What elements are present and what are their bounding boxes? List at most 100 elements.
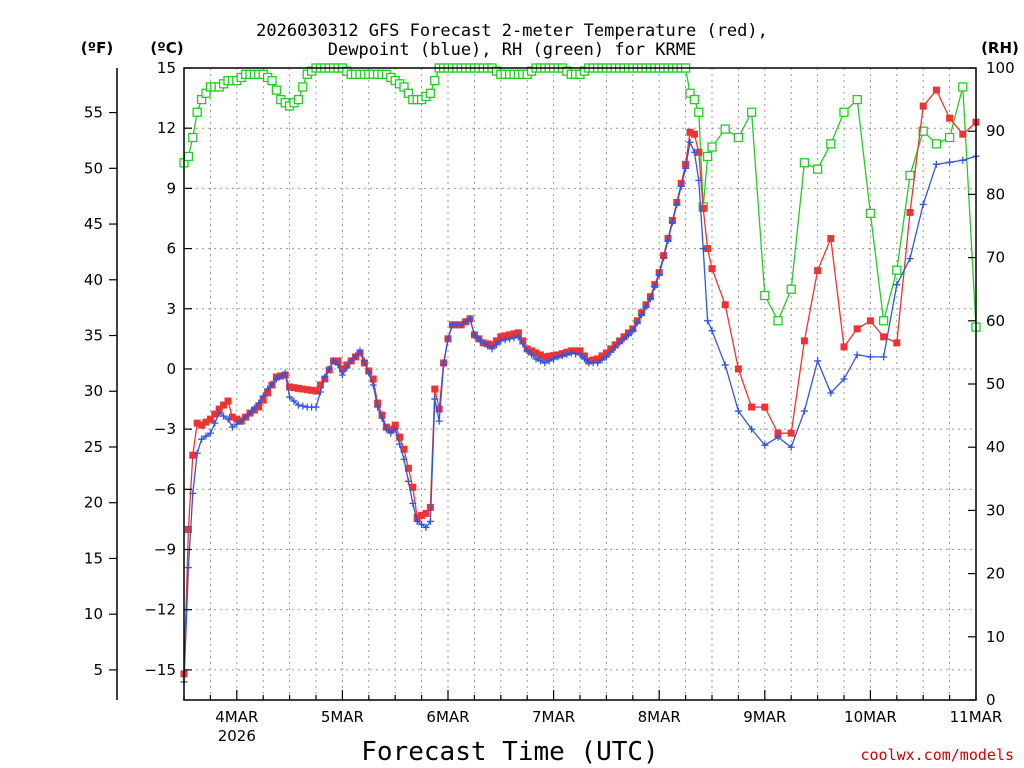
data-point <box>303 386 311 394</box>
data-point <box>708 265 716 273</box>
data-point <box>576 347 584 355</box>
data-point <box>682 160 690 168</box>
data-point <box>607 348 615 356</box>
data-point <box>827 235 835 243</box>
celsius-tick-label: −3 <box>154 420 176 438</box>
data-point <box>281 369 289 377</box>
data-point <box>800 407 808 415</box>
data-point <box>488 345 496 353</box>
x-year-label: 2026 <box>218 727 256 745</box>
data-point <box>228 413 236 421</box>
data-point <box>308 386 316 394</box>
data-point <box>356 347 364 355</box>
data-point <box>293 94 304 105</box>
data-point <box>598 356 606 364</box>
rh-tick-label: 70 <box>986 249 1005 267</box>
data-point <box>492 341 500 349</box>
data-point <box>413 517 421 525</box>
data-point <box>528 351 536 359</box>
data-point <box>338 371 346 379</box>
data-point <box>418 511 426 519</box>
data-point <box>215 405 223 413</box>
data-point <box>255 399 263 407</box>
data-point <box>510 334 518 342</box>
data-point <box>501 332 509 340</box>
data-point <box>409 483 417 491</box>
fahrenheit-tick-label: 40 <box>84 271 103 289</box>
rh-unit-label: (RH) <box>981 39 1019 57</box>
fahrenheit-unit-label: (ºF) <box>81 39 113 57</box>
series-line <box>183 67 977 328</box>
data-point <box>444 335 452 343</box>
rh-tick-label: 50 <box>986 375 1005 393</box>
data-point <box>840 375 848 383</box>
data-point <box>541 359 549 367</box>
data-point <box>690 130 698 138</box>
data-point <box>259 396 267 404</box>
data-point <box>651 283 659 291</box>
data-point <box>695 176 703 184</box>
data-point <box>290 384 298 392</box>
x-tick-label: 11MAR <box>950 708 1003 726</box>
data-point <box>827 389 835 397</box>
x-tick-label: 10MAR <box>844 708 897 726</box>
data-point <box>946 114 954 122</box>
data-point <box>457 321 465 329</box>
data-point <box>699 245 707 253</box>
celsius-tick-label: 15 <box>157 59 176 77</box>
data-point <box>611 344 619 352</box>
fahrenheit-tick-label: 10 <box>84 605 103 623</box>
data-point <box>220 412 228 420</box>
data-point <box>325 365 333 373</box>
fahrenheit-tick-label: 35 <box>84 327 103 345</box>
data-point <box>422 509 430 517</box>
data-point <box>514 333 522 341</box>
data-point <box>563 350 571 358</box>
data-point <box>866 353 874 361</box>
data-point <box>435 405 443 413</box>
rh-tick-label: 20 <box>986 565 1005 583</box>
data-point <box>814 267 822 275</box>
data-point <box>268 380 276 388</box>
data-point <box>682 164 690 172</box>
data-point <box>633 319 641 327</box>
data-point <box>580 355 588 363</box>
data-point <box>294 384 302 392</box>
data-point <box>431 395 439 403</box>
data-point <box>334 361 342 369</box>
fahrenheit-tick-label: 50 <box>84 159 103 177</box>
data-point <box>369 375 377 383</box>
data-point <box>519 340 527 348</box>
data-point <box>704 245 712 253</box>
data-point <box>271 85 282 95</box>
data-point <box>786 284 796 294</box>
data-point <box>202 418 210 426</box>
data-point <box>470 331 478 339</box>
celsius-tick-label: 12 <box>157 119 176 137</box>
data-point <box>694 107 704 117</box>
data-point <box>878 316 889 326</box>
data-point <box>290 397 298 405</box>
data-point <box>558 352 566 360</box>
data-point <box>702 151 713 162</box>
data-point <box>541 353 549 361</box>
data-point <box>286 393 294 401</box>
data-point <box>664 237 672 245</box>
data-point <box>919 200 927 208</box>
data-point <box>673 200 681 208</box>
data-point <box>462 318 470 326</box>
celsius-tick-label: −12 <box>144 601 176 619</box>
data-point <box>853 325 861 333</box>
data-point <box>642 303 650 311</box>
data-point <box>506 335 514 343</box>
data-point <box>192 107 202 117</box>
rh-tick-label: 10 <box>986 628 1005 646</box>
data-point <box>374 403 382 411</box>
data-point <box>514 329 522 337</box>
chart-title-line1: 2026030312 GFS Forecast 2-meter Temperat… <box>256 21 768 41</box>
data-point <box>206 415 214 423</box>
rh-tick-label: 0 <box>986 691 996 709</box>
data-point <box>814 357 822 365</box>
data-point <box>624 331 632 339</box>
data-point <box>787 429 795 437</box>
